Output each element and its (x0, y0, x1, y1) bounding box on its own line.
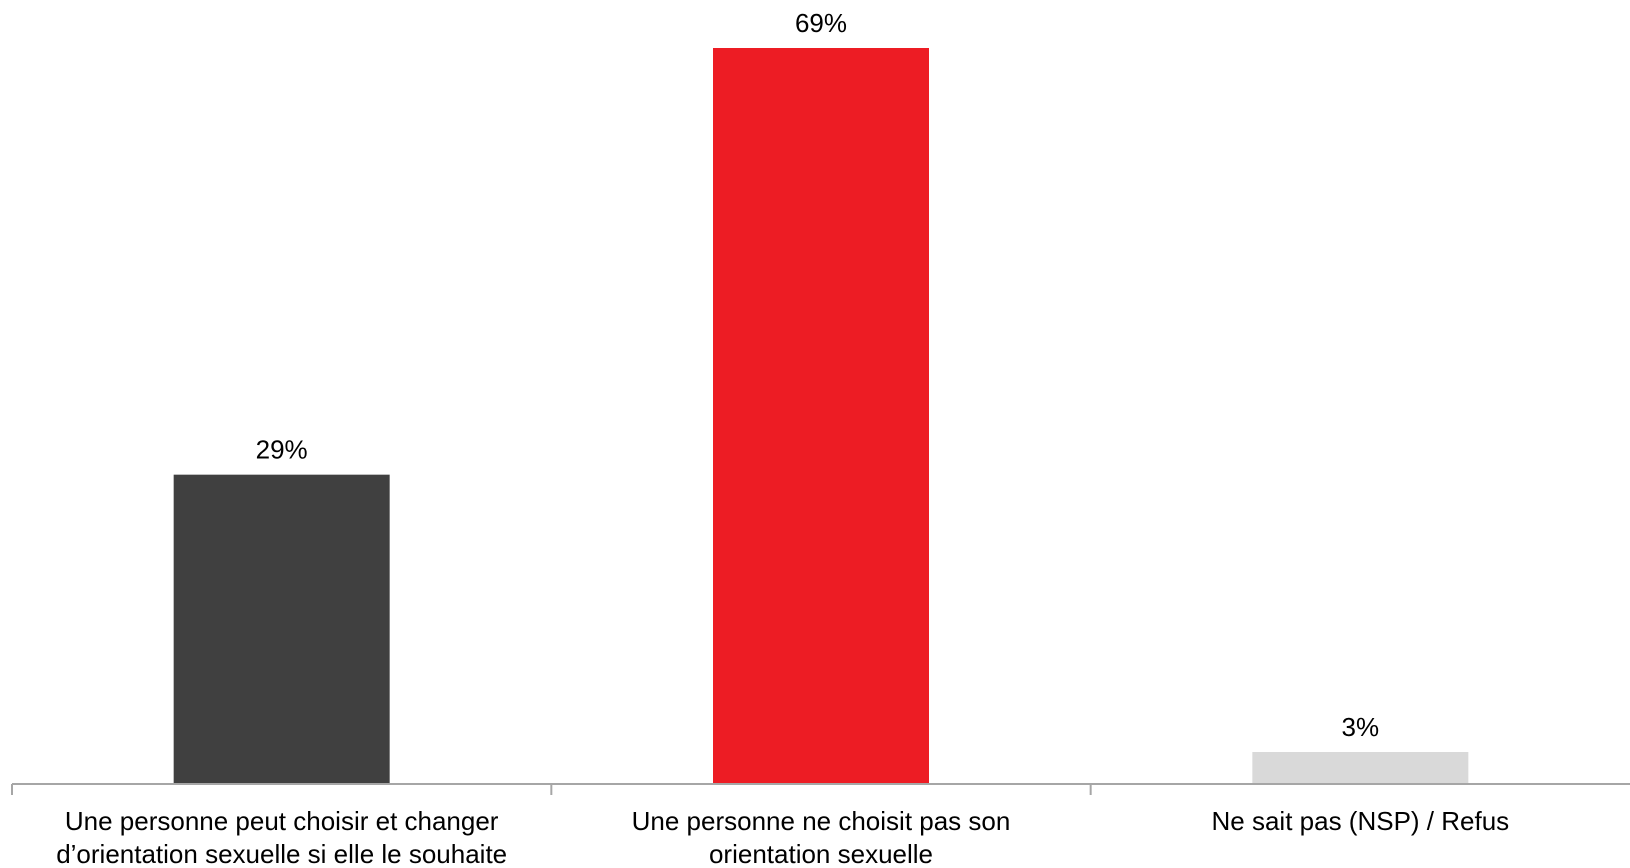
bar-3 (1252, 752, 1469, 784)
value-labels-group: 29% 69% 3% (256, 8, 1379, 742)
bar-2 (713, 48, 929, 784)
value-label-3: 3% (1342, 712, 1380, 742)
category-label-3: Ne sait pas (NSP) / Refus (1212, 806, 1510, 836)
category-labels-group: Une personne peut choisir et changer d’or… (56, 806, 1509, 868)
category-label-2: Une personne ne choisit pas son orientati… (632, 806, 1011, 868)
category-label-1: Une personne peut choisir et changer d’or… (56, 806, 507, 868)
value-label-2: 69% (795, 8, 847, 38)
bars-group (173, 48, 1469, 784)
value-label-1: 29% (256, 435, 308, 465)
bar-1 (173, 474, 390, 784)
x-axis (11, 783, 1630, 795)
